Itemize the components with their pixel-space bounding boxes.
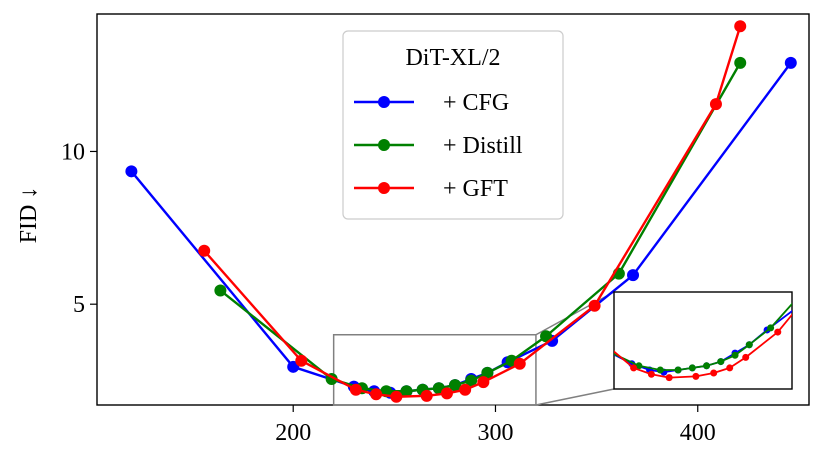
inset-data-point	[745, 341, 753, 349]
inset-series	[614, 302, 792, 382]
y-tick-label: 10	[61, 139, 85, 165]
legend-label: + CFG	[443, 90, 509, 116]
inset-series-line	[614, 302, 792, 371]
legend-swatch-marker	[378, 96, 390, 108]
data-point	[449, 379, 462, 392]
legend-entry: + CFG	[354, 90, 509, 116]
legend-swatch-marker	[378, 182, 390, 194]
legend-swatch-marker	[378, 139, 390, 151]
zoom-connector	[535, 291, 615, 336]
data-point	[588, 299, 601, 312]
inset-data-point	[742, 353, 750, 361]
zoom-inset	[613, 291, 793, 390]
data-point	[734, 20, 747, 33]
inset-frame	[613, 291, 793, 390]
zoom-indicator	[332, 291, 615, 406]
data-point	[540, 330, 553, 343]
series-layer	[125, 20, 797, 403]
inset-data-point	[731, 351, 739, 359]
inset-data-point	[726, 364, 734, 372]
data-point	[513, 357, 526, 370]
data-point	[390, 390, 403, 403]
data-point	[709, 98, 722, 111]
legend: DiT-XL/2 + CFG + Distill + GFT	[342, 30, 564, 220]
inset-series-gft	[614, 313, 792, 382]
inset-data-point	[630, 364, 638, 372]
data-point	[295, 354, 308, 367]
inset-data-point	[692, 372, 700, 380]
inset-data-point	[647, 370, 655, 378]
data-point	[465, 374, 478, 387]
data-point	[481, 366, 494, 379]
inset-data-point	[710, 369, 718, 377]
x-tick-label: 400	[680, 420, 716, 446]
legend-title: DiT-XL/2	[405, 45, 500, 71]
data-point	[440, 387, 453, 400]
x-tick-label: 300	[477, 420, 513, 446]
inset-data-point	[674, 366, 682, 374]
y-axis-label: FID ↓	[16, 187, 42, 244]
inset-data-point	[688, 364, 696, 372]
legend-box	[342, 30, 564, 220]
legend-label: + GFT	[443, 176, 508, 202]
x-tick-label: 200	[275, 420, 311, 446]
legend-entry: + Distill	[354, 133, 523, 159]
legend-entries: + CFG + Distill + GFT	[354, 90, 523, 202]
data-point	[459, 383, 472, 396]
data-point	[784, 56, 797, 69]
inset-data-point	[717, 358, 725, 366]
data-point	[477, 376, 490, 389]
zoom-region-box	[332, 333, 537, 406]
data-point	[627, 269, 640, 282]
inset-data-point	[635, 362, 643, 370]
data-point	[349, 383, 362, 396]
inset-data-point	[656, 366, 664, 374]
inset-data-point	[703, 362, 711, 370]
data-point	[125, 165, 138, 178]
data-point	[400, 385, 413, 398]
data-point	[214, 284, 227, 297]
legend-label: + Distill	[443, 133, 523, 159]
inset-data-point	[767, 324, 775, 332]
zoom-connector	[535, 388, 615, 406]
data-point	[734, 56, 747, 69]
data-point	[370, 388, 383, 401]
y-tick-label: 5	[73, 292, 85, 318]
inset-data-point	[665, 374, 673, 382]
data-point	[420, 389, 433, 402]
inset-series-distill	[614, 302, 792, 374]
inset-data-point	[774, 328, 782, 336]
series-gft	[198, 20, 747, 403]
axis-ticks: 200 300 400 5 10	[61, 139, 716, 446]
legend-entry: + GFT	[354, 176, 508, 202]
data-point	[198, 244, 211, 257]
